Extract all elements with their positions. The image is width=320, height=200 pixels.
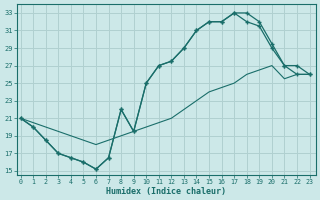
X-axis label: Humidex (Indice chaleur): Humidex (Indice chaleur) (106, 187, 226, 196)
